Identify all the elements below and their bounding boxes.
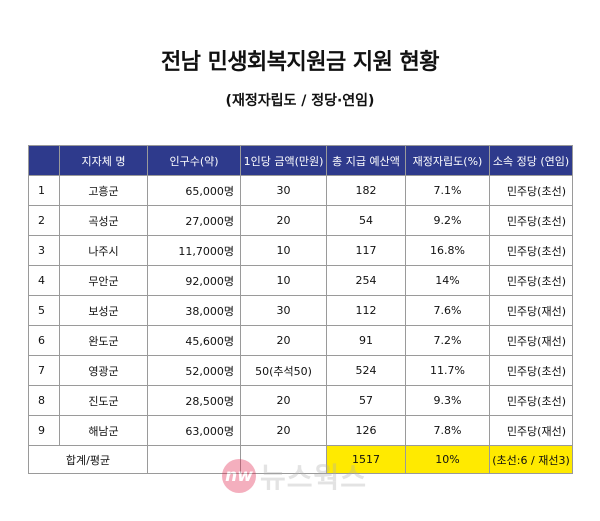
header-self-reliance: 재정자립도(%) (405, 145, 490, 176)
header-party: 소속 정당 (연임) (489, 145, 573, 176)
per-person-amount: 20 (240, 205, 327, 236)
table-row: 3 나주시 11,7000명 10 117 16.8% 민주당(초선) (28, 235, 573, 266)
summary-total-budget: 1517 (326, 445, 406, 474)
party-term: 민주당(초선) (489, 385, 573, 416)
municipality-name: 진도군 (59, 385, 148, 416)
self-reliance-rate: 16.8% (405, 235, 490, 266)
party-term: 민주당(초선) (489, 265, 573, 296)
total-budget: 117 (326, 235, 406, 266)
self-reliance-rate: 9.2% (405, 205, 490, 236)
population: 92,000명 (147, 265, 241, 296)
table-row: 1 고흥군 65,000명 30 182 7.1% 민주당(초선) (28, 175, 573, 206)
self-reliance-rate: 7.2% (405, 325, 490, 356)
per-person-amount: 30 (240, 295, 327, 326)
table-row: 6 완도군 45,600명 20 91 7.2% 민주당(재선) (28, 325, 573, 356)
summary-row: 합계/평균 1517 10% (초선:6 / 재선3) (28, 445, 573, 474)
total-budget: 182 (326, 175, 406, 206)
population: 63,000명 (147, 415, 241, 446)
row-index: 3 (28, 235, 60, 266)
municipality-name: 나주시 (59, 235, 148, 266)
header-per-person-amount: 1인당 금액(만원) (240, 145, 327, 176)
total-budget: 254 (326, 265, 406, 296)
newsworks-watermark: nw 뉴스웍스 (222, 458, 367, 494)
self-reliance-rate: 7.8% (405, 415, 490, 446)
total-budget: 112 (326, 295, 406, 326)
table-row: 8 진도군 28,500명 20 57 9.3% 민주당(초선) (28, 385, 573, 416)
municipality-name: 해남군 (59, 415, 148, 446)
population: 28,500명 (147, 385, 241, 416)
table-row: 5 보성군 38,000명 30 112 7.6% 민주당(재선) (28, 295, 573, 326)
municipality-name: 곡성군 (59, 205, 148, 236)
per-person-amount: 20 (240, 385, 327, 416)
per-person-amount: 30 (240, 175, 327, 206)
row-index: 7 (28, 355, 60, 386)
table-header-row: 지자체 명 인구수(약) 1인당 금액(만원) 총 지급 예산액 재정자립도(%… (28, 145, 573, 176)
header-index (28, 145, 60, 176)
per-person-amount: 10 (240, 265, 327, 296)
municipality-name: 보성군 (59, 295, 148, 326)
header-population: 인구수(약) (147, 145, 241, 176)
total-budget: 91 (326, 325, 406, 356)
total-budget: 126 (326, 415, 406, 446)
municipality-name: 무안군 (59, 265, 148, 296)
newsworks-logo-icon: nw (222, 459, 256, 493)
row-index: 6 (28, 325, 60, 356)
municipality-name: 완도군 (59, 325, 148, 356)
row-index: 1 (28, 175, 60, 206)
self-reliance-rate: 11.7% (405, 355, 490, 386)
total-budget: 57 (326, 385, 406, 416)
population: 65,000명 (147, 175, 241, 206)
summary-self-reliance: 10% (405, 445, 490, 474)
population: 38,000명 (147, 295, 241, 326)
table-row: 7 영광군 52,000명 50(추석50) 524 11.7% 민주당(초선) (28, 355, 573, 386)
row-index: 2 (28, 205, 60, 236)
row-index: 5 (28, 295, 60, 326)
party-term: 민주당(재선) (489, 325, 573, 356)
summary-party: (초선:6 / 재선3) (489, 445, 573, 474)
per-person-amount: 20 (240, 325, 327, 356)
party-term: 민주당(초선) (489, 205, 573, 236)
party-term: 민주당(재선) (489, 295, 573, 326)
party-term: 민주당(초선) (489, 235, 573, 266)
summary-label: 합계/평균 (28, 445, 148, 474)
total-budget: 54 (326, 205, 406, 236)
table-row: 2 곡성군 27,000명 20 54 9.2% 민주당(초선) (28, 205, 573, 236)
total-budget: 524 (326, 355, 406, 386)
row-index: 9 (28, 415, 60, 446)
header-municipality: 지자체 명 (59, 145, 148, 176)
municipality-name: 고흥군 (59, 175, 148, 206)
per-person-amount: 50(추석50) (240, 355, 327, 386)
support-status-table: 지자체 명 인구수(약) 1인당 금액(만원) 총 지급 예산액 재정자립도(%… (28, 145, 573, 474)
table-row: 4 무안군 92,000명 10 254 14% 민주당(초선) (28, 265, 573, 296)
municipality-name: 영광군 (59, 355, 148, 386)
population: 52,000명 (147, 355, 241, 386)
page-subtitle: (재정자립도 / 정당·연임) (225, 93, 375, 109)
row-index: 8 (28, 385, 60, 416)
watermark-text: 뉴스웍스 (260, 461, 368, 494)
population: 45,600명 (147, 325, 241, 356)
party-term: 민주당(초선) (489, 175, 573, 206)
party-term: 민주당(초선) (489, 355, 573, 386)
header-total-budget: 총 지급 예산액 (326, 145, 406, 176)
per-person-amount: 20 (240, 415, 327, 446)
page-title: 전남 민생회복지원금 지원 현황 (160, 50, 440, 75)
self-reliance-rate: 7.6% (405, 295, 490, 326)
table-row: 9 해남군 63,000명 20 126 7.8% 민주당(재선) (28, 415, 573, 446)
self-reliance-rate: 14% (405, 265, 490, 296)
row-index: 4 (28, 265, 60, 296)
self-reliance-rate: 9.3% (405, 385, 490, 416)
summary-population (147, 445, 241, 474)
summary-per-person (240, 445, 327, 474)
population: 11,7000명 (147, 235, 241, 266)
party-term: 민주당(재선) (489, 415, 573, 446)
per-person-amount: 10 (240, 235, 327, 266)
population: 27,000명 (147, 205, 241, 236)
self-reliance-rate: 7.1% (405, 175, 490, 206)
